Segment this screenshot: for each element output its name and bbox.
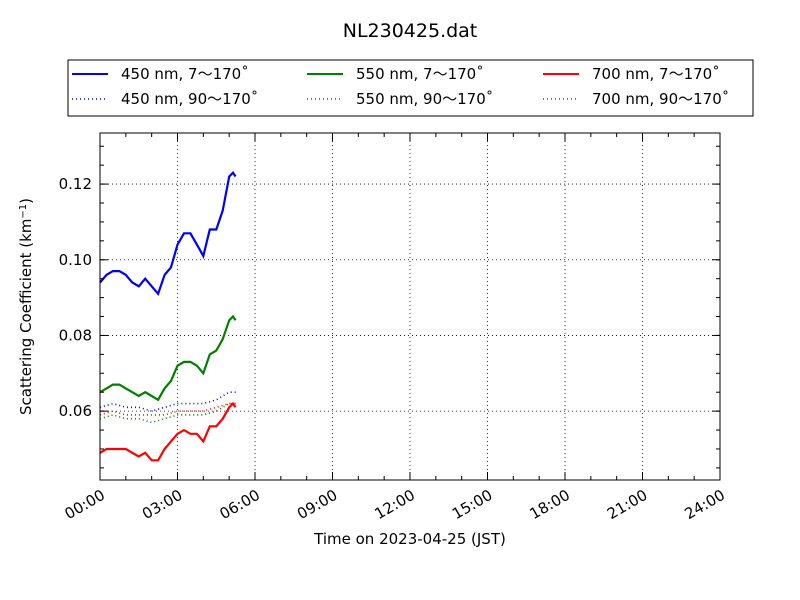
series-layer	[99, 170, 237, 462]
x-axis-label: Time on 2023-04-25 (JST)	[313, 530, 506, 548]
legend-label: 450 nm, 90～170˚	[121, 90, 258, 108]
legend-label: 700 nm, 90～170˚	[592, 90, 729, 108]
x-tick-label: 03:00	[139, 486, 185, 523]
grid	[100, 133, 720, 480]
x-tick-label: 18:00	[527, 486, 573, 523]
x-tick-label: 09:00	[294, 486, 340, 523]
y-tick-label: 0.06	[59, 402, 92, 420]
legend-label: 450 nm, 7～170˚	[121, 65, 249, 83]
x-tick-label: 24:00	[682, 486, 728, 523]
series-line-5	[99, 402, 236, 416]
axis-ticks: 00:00 03:00 06:00 09:00 12:00 15:00 18:00 21:00…	[59, 133, 728, 523]
legend-label: 550 nm, 7～170˚	[356, 65, 484, 83]
x-tick-label: 21:00	[604, 486, 650, 523]
legend-label: 550 nm, 90～170˚	[356, 90, 493, 108]
legend-box	[67, 59, 754, 117]
x-tick-label: 00:00	[62, 486, 108, 523]
y-axis-label: Scattering Coefficient (km−1)	[17, 198, 35, 415]
y-tick-label: 0.08	[59, 326, 92, 344]
y-tick-label: 0.12	[59, 175, 92, 193]
y-tick-label: 0.10	[59, 251, 92, 269]
x-tick-label: 15:00	[449, 486, 495, 523]
x-tick-label: 06:00	[217, 486, 263, 523]
chart-title: NL230425.dat	[343, 20, 478, 42]
legend: 450 nm, 7～170˚ 450 nm, 90～170˚ 550 nm, 7～1…	[67, 59, 754, 117]
series-line-3	[99, 391, 236, 412]
series-line-0	[99, 170, 237, 296]
series-line-2	[99, 401, 237, 462]
x-tick-label: 12:00	[372, 486, 418, 523]
legend-label: 700 nm, 7～170˚	[592, 65, 720, 83]
series-line-4	[99, 402, 236, 424]
series-line-1	[99, 314, 237, 402]
